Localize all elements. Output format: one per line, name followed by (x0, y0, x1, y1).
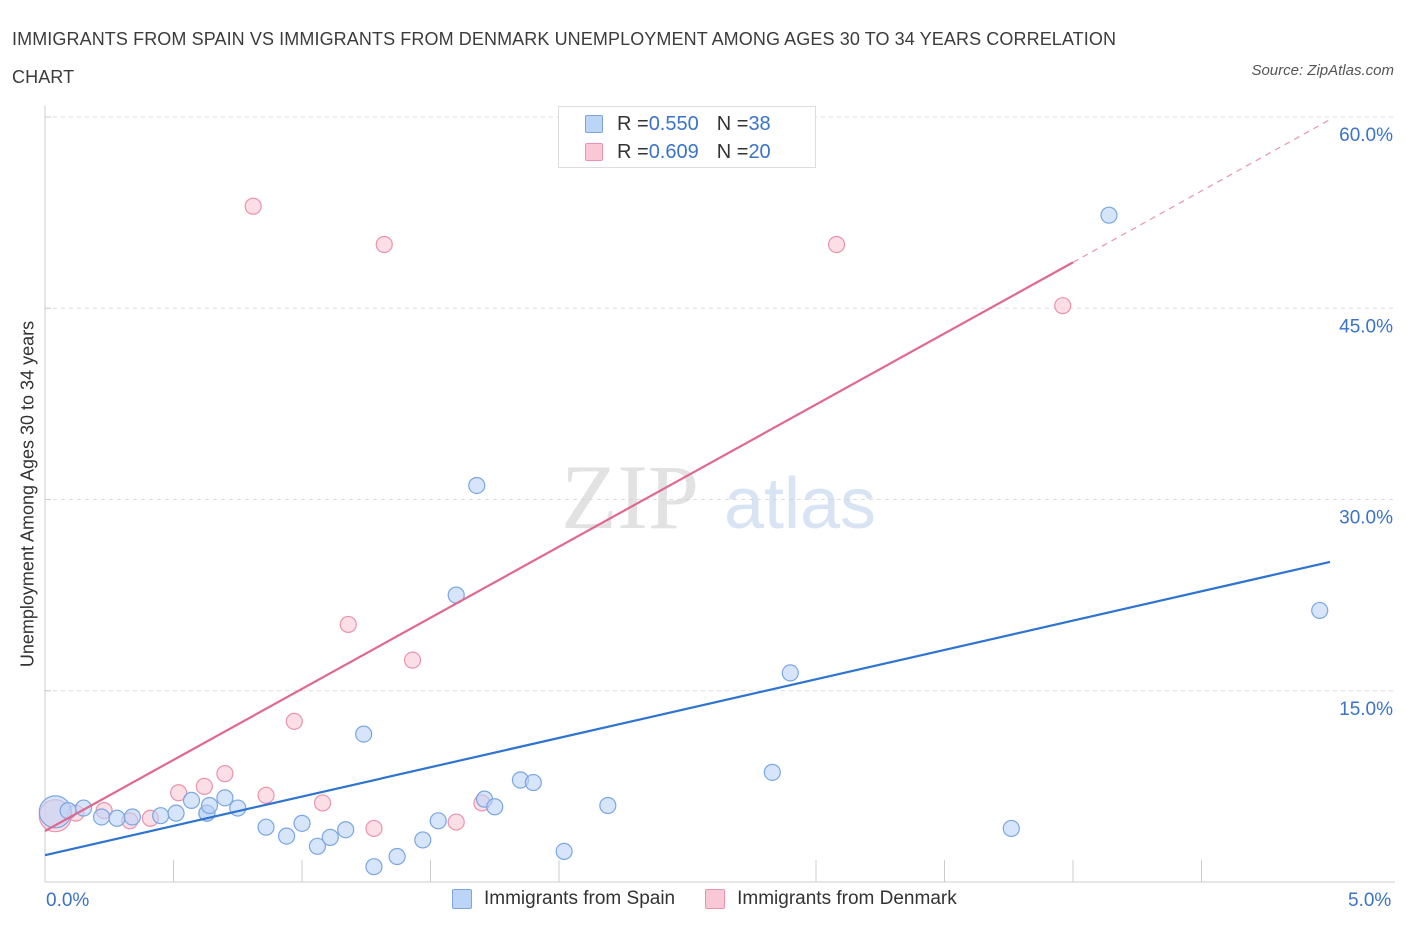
spain-point-3 (92, 808, 111, 826)
y-tick-label-45: 45.0% (1339, 316, 1393, 337)
spain-point-21 (365, 858, 383, 876)
legend-row-spain: R = 0.550 N = 38 (585, 111, 771, 137)
legend-spain-r-label: R = (617, 112, 649, 135)
spain-point-14 (257, 818, 275, 836)
trend-layer (44, 119, 1331, 857)
spain-point-37 (1311, 601, 1329, 620)
spain-point-4 (108, 809, 126, 827)
spain-point-35 (1002, 819, 1020, 838)
denmark-trend-line (44, 261, 1074, 832)
y-tick-label-15: 15.0% (1339, 699, 1393, 720)
denmark-trend-extension (1072, 119, 1331, 263)
legend-swatch-denmark (585, 143, 603, 161)
spain-point-24 (429, 812, 447, 830)
denmark-point-8 (244, 197, 262, 215)
denmark-point-13 (365, 819, 383, 838)
y-tick-labels-layer: 15.0% 30.0% 45.0% 60.0% (1339, 125, 1393, 720)
spain-point-7 (167, 804, 185, 822)
spain-point-6 (152, 807, 170, 825)
legend-denmark-r-value: 0.609 (648, 140, 699, 163)
spain-point-36 (1100, 206, 1118, 224)
spain-point-20 (355, 725, 373, 743)
spain-point-34 (781, 664, 799, 682)
spain-point-22 (388, 847, 406, 866)
spain-point-31 (555, 842, 573, 861)
y-tick-label-30: 30.0% (1339, 508, 1393, 529)
spain-point-23 (414, 831, 432, 849)
legend-denmark-n-value: 20 (748, 140, 771, 163)
legend-swatch-denmark-bottom (705, 889, 726, 909)
legend-swatch-spain-bottom (452, 889, 472, 909)
y-tick-label-60: 60.0% (1339, 125, 1393, 146)
legend-spain-n-value: 38 (748, 112, 771, 135)
series-legend: Immigrants from Spain Immigrants from De… (452, 888, 987, 910)
watermark-zip: ZIP (561, 446, 699, 548)
spain-trend-line (44, 560, 1331, 857)
denmark-point-6 (195, 777, 213, 795)
denmark-point-16 (447, 813, 465, 831)
legend-swatch-spain (585, 115, 603, 133)
correlation-legend: R = 0.550 N = 38 R = 0.609 N = 20 (558, 106, 816, 168)
x-tick-label-max: 5.0% (1348, 890, 1392, 911)
denmark-point-5 (170, 784, 188, 802)
legend-row-denmark: R = 0.609 N = 20 (585, 139, 771, 165)
spain-point-28 (486, 798, 504, 816)
legend-spain-r-value: 0.550 (648, 112, 699, 135)
spain-point-18 (321, 828, 339, 846)
spain-point-19 (337, 821, 355, 839)
denmark-point-7 (216, 765, 234, 783)
legend-denmark-n-label: N = (716, 140, 749, 163)
legend-label-denmark: Immigrants from Denmark (737, 888, 957, 909)
spain-point-17 (308, 837, 327, 855)
denmark-point-14 (375, 235, 393, 254)
spain-point-15 (277, 827, 296, 845)
denmark-points-layer (38, 197, 1072, 838)
axis-layer (44, 106, 1395, 883)
denmark-point-19 (1054, 297, 1072, 315)
denmark-point-15 (403, 651, 422, 669)
spain-point-12 (216, 789, 234, 807)
spain-point-26 (468, 476, 486, 495)
spain-point-32 (599, 796, 617, 815)
denmark-point-12 (339, 615, 357, 634)
spain-point-16 (293, 814, 311, 832)
legend-item-spain[interactable]: Immigrants from Spain (452, 888, 675, 910)
y-axis-title: Unemployment Among Ages 30 to 34 years (17, 320, 38, 668)
chart-title: IMMIGRANTS FROM SPAIN VS IMMIGRANTS FROM… (12, 29, 1117, 87)
legend-item-denmark[interactable]: Immigrants from Denmark (705, 888, 957, 910)
watermark-atlas: atlas (724, 464, 876, 544)
spain-point-8 (182, 791, 201, 810)
legend-denmark-r-label: R = (617, 140, 649, 163)
legend-spain-n-label: N = (716, 112, 749, 135)
denmark-point-10 (285, 712, 303, 730)
spain-point-11 (200, 796, 219, 815)
spain-point-5 (123, 808, 141, 826)
denmark-point-18 (827, 235, 846, 254)
legend-label-spain: Immigrants from Spain (484, 888, 676, 909)
source-label: Source: ZipAtlas.com (1251, 62, 1394, 79)
spain-point-13 (229, 799, 247, 817)
x-tick-label-min: 0.0% (46, 890, 90, 911)
denmark-point-9 (257, 786, 275, 804)
spain-point-30 (524, 773, 542, 792)
denmark-point-11 (313, 794, 332, 812)
spain-point-33 (763, 763, 781, 781)
